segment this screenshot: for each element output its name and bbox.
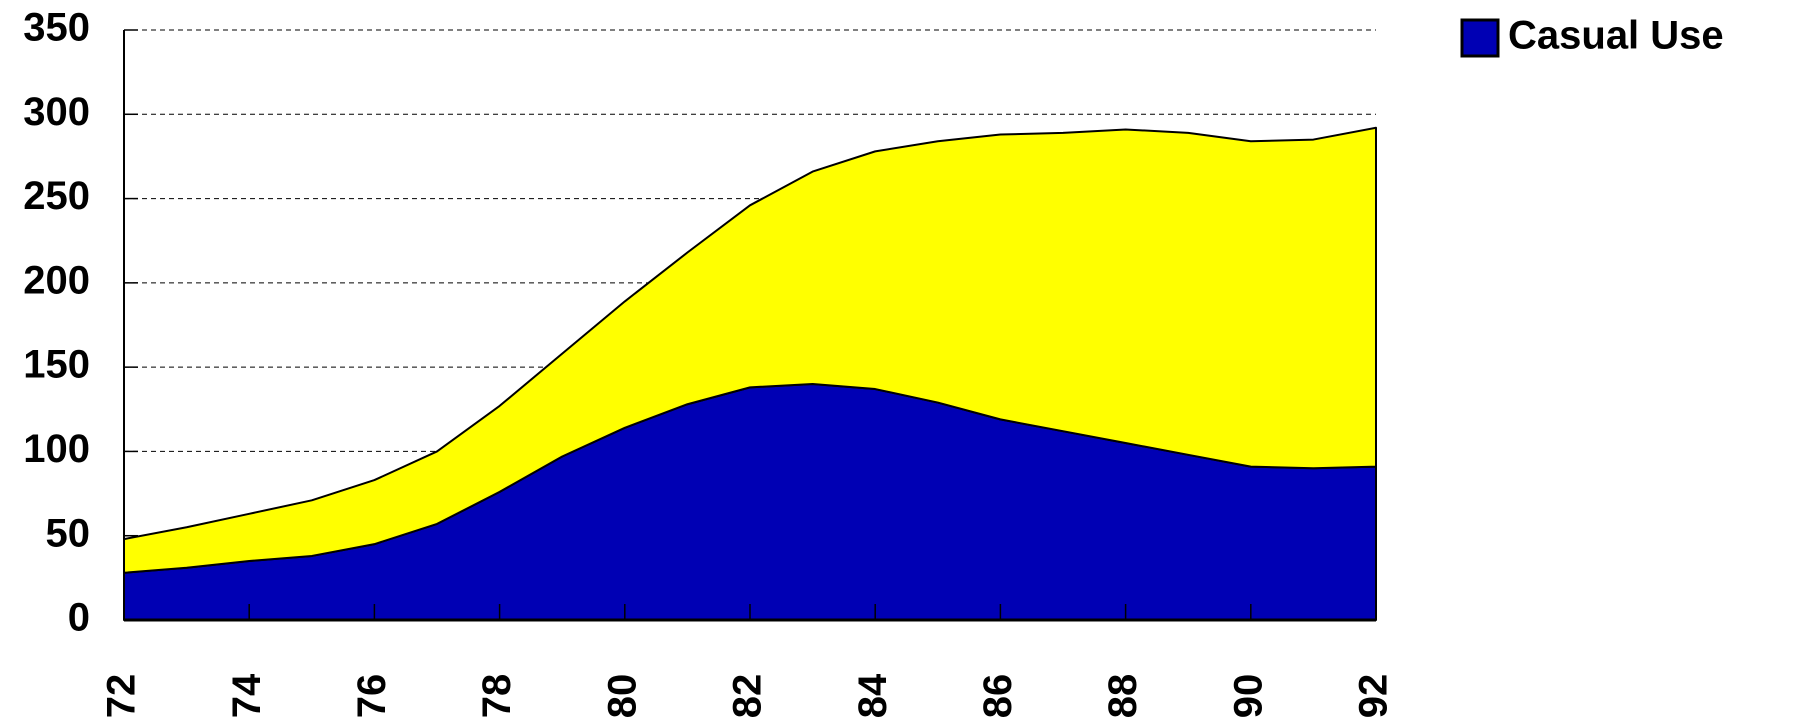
x-tick-label: 90 (1226, 674, 1270, 719)
y-tick-label: 200 (23, 258, 90, 302)
y-tick-label: 350 (23, 6, 90, 50)
x-tick-label: 74 (225, 673, 269, 718)
x-tick-label: 78 (475, 674, 519, 719)
area (123, 126, 1377, 574)
x-tick-label: 88 (1101, 674, 1145, 719)
y-tick-label: 150 (23, 343, 90, 387)
x-tick-label: 82 (726, 674, 770, 719)
x-tick-label: 72 (100, 674, 144, 719)
y-tick-label: 300 (23, 90, 90, 134)
y-tick-label: 0 (68, 596, 90, 640)
y-tick-label: 250 (23, 174, 90, 218)
x-tick-label: 86 (976, 674, 1020, 719)
legend-swatch (1460, 18, 1500, 58)
y-tick-label: 100 (23, 427, 90, 471)
x-tick-label: 76 (350, 674, 394, 719)
x-tick-label: 84 (851, 673, 895, 718)
legend-label: Casual Use (1508, 14, 1724, 58)
x-tick-label: 80 (600, 674, 644, 719)
y-tick-label: 50 (46, 511, 91, 555)
x-tick-label: 92 (1352, 674, 1396, 719)
